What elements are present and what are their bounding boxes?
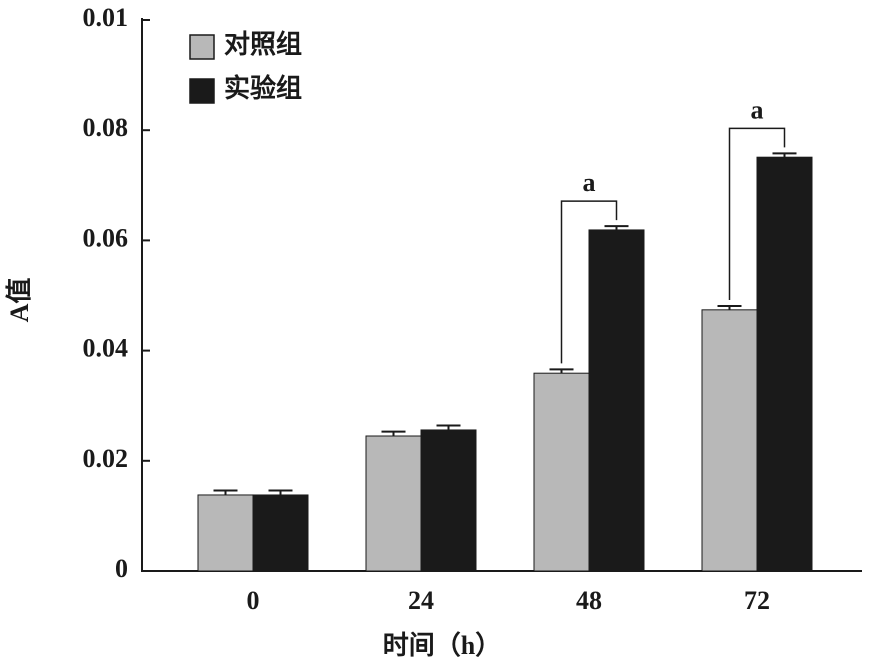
legend-swatch: [189, 78, 215, 104]
bar: [588, 229, 645, 572]
y-tick-label: 0.06: [83, 223, 129, 252]
error-bar: [772, 152, 797, 158]
x-tick-label: 24: [408, 586, 434, 615]
y-tick-label: 0: [115, 554, 128, 583]
x-axis-label: 时间（h）: [383, 631, 501, 660]
y-tick-label: 0.01: [83, 3, 129, 32]
error-bar: [268, 489, 293, 495]
y-tick-label: 0.04: [83, 334, 129, 363]
legend-swatch: [189, 34, 215, 60]
bar: [533, 372, 590, 572]
significance-bracket: [560, 200, 618, 364]
legend-label: 实验组: [224, 73, 302, 103]
error-bar: [436, 424, 461, 430]
error-bar: [717, 304, 742, 310]
bar: [197, 494, 254, 572]
y-tick-label: 0.02: [83, 444, 129, 473]
bar: [365, 435, 422, 572]
error-bar: [381, 430, 406, 437]
bar: [701, 309, 758, 572]
bar: [252, 494, 309, 572]
significance-label: a: [751, 95, 764, 124]
x-tick-label: 48: [576, 586, 602, 615]
error-bar: [549, 368, 574, 374]
y-tick-label: 0.08: [83, 113, 129, 142]
legend-label: 对照组: [224, 29, 302, 59]
significance-bracket: [728, 127, 786, 300]
bar: [420, 429, 477, 572]
y-axis-label: A值: [5, 278, 34, 323]
x-tick-label: 72: [744, 586, 770, 615]
significance-label: a: [583, 168, 596, 197]
x-tick-label: 0: [247, 586, 260, 615]
error-bar: [213, 489, 238, 495]
bar: [756, 156, 813, 572]
error-bar: [604, 225, 629, 230]
